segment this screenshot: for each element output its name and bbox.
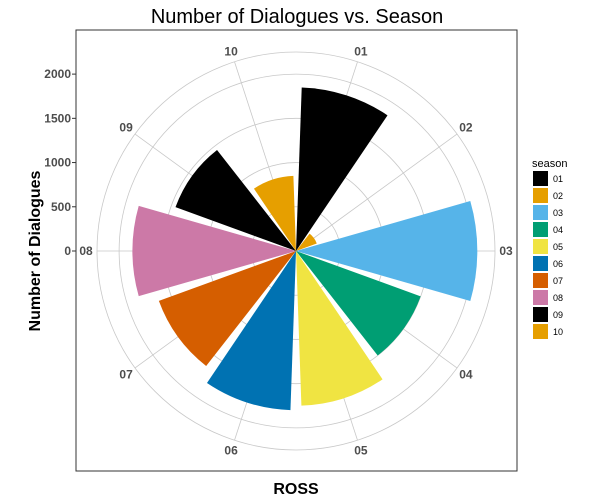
r-tick-label-0: 0 [64,244,71,258]
legend-label-10: 10 [553,327,563,337]
legend-key-05 [533,239,548,254]
legend-key-04 [533,222,548,237]
angle-label-08: 08 [79,244,93,258]
r-tick-label-3: 1500 [44,111,71,125]
chart-title: Number of Dialogues vs. Season [151,6,443,28]
bar-season-01 [296,87,388,251]
spoke-02 [295,133,458,252]
radial-axis-ticks: 0 500 1000 1500 2000 [44,67,76,258]
legend-key-07 [533,273,548,288]
angle-label-10: 10 [224,44,238,58]
legend-label-07: 07 [553,276,563,286]
bar-season-09 [175,149,296,251]
legend: season 01 02 03 04 05 06 07 08 09 10 [532,158,567,339]
bar-season-05 [296,251,383,406]
legend-label-04: 04 [553,225,563,235]
legend-label-05: 05 [553,242,563,252]
angle-labels: 01 02 03 04 05 06 07 08 09 10 [79,44,513,457]
r-tick-label-1: 500 [51,200,71,214]
bar-season-03 [296,201,478,301]
legend-key-03 [533,205,548,220]
legend-key-09 [533,307,548,322]
legend-label-02: 02 [553,191,563,201]
legend-label-09: 09 [553,310,563,320]
legend-key-06 [533,256,548,271]
legend-key-02 [533,188,548,203]
y-axis-title: Number of Dialogues [27,170,44,331]
legend-key-01 [533,171,548,186]
x-axis-title: ROSS [273,481,319,498]
angle-label-05: 05 [354,444,368,458]
legend-label-06: 06 [553,259,563,269]
r-tick-label-4: 2000 [44,67,71,81]
angle-label-03: 03 [499,244,513,258]
angle-label-07: 07 [119,367,133,381]
legend-label-01: 01 [553,174,563,184]
bar-season-08 [132,205,296,297]
bar-season-10 [253,175,296,251]
legend-label-03: 03 [553,208,563,218]
bar-season-02 [296,233,317,251]
legend-key-10 [533,324,548,339]
angle-label-06: 06 [224,444,238,458]
legend-label-08: 08 [553,293,563,303]
r-tick-label-2: 1000 [44,156,71,170]
bar-layer [132,87,478,411]
angle-label-01: 01 [354,44,368,58]
bar-season-07 [158,251,296,366]
angle-label-02: 02 [459,121,473,135]
bar-season-06 [206,251,296,411]
legend-title: season [532,158,567,170]
angle-label-09: 09 [119,121,133,135]
bar-season-04 [296,251,421,356]
legend-key-08 [533,290,548,305]
angle-label-04: 04 [459,367,473,381]
